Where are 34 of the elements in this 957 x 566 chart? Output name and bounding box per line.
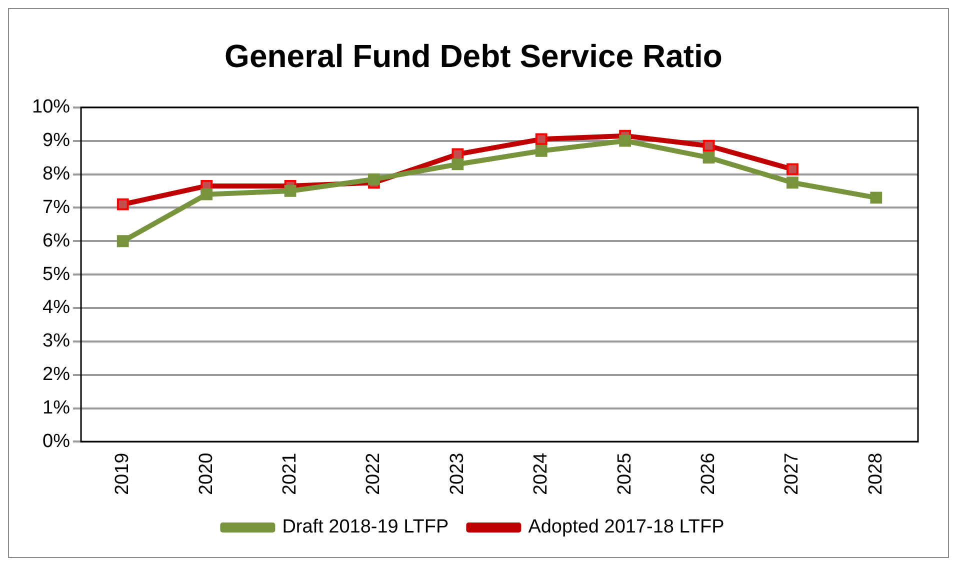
- x-tick-label: 2026: [698, 452, 719, 496]
- x-tick-label: 2020: [196, 452, 217, 496]
- y-tick-label: 6%: [42, 230, 70, 252]
- y-tick-label: 1%: [42, 398, 70, 419]
- x-tick-label: 2025: [614, 452, 636, 496]
- point: [284, 185, 296, 197]
- x-tick-label: 2027: [782, 452, 803, 496]
- x-tick-label: 2021: [280, 452, 301, 496]
- y-tick-label: 4%: [42, 297, 70, 318]
- point: [619, 134, 632, 147]
- point: [786, 176, 798, 189]
- point: [702, 152, 715, 164]
- y-tick-label: 9%: [42, 130, 70, 152]
- point: [452, 158, 464, 170]
- y-tick-label: 3%: [42, 330, 70, 352]
- y-tick-label: 2%: [42, 364, 70, 386]
- y-tick-label: 8%: [42, 164, 70, 184]
- y-tick-label: 5%: [42, 264, 70, 285]
- y-tick-label: 0%: [42, 430, 70, 452]
- legend-label: Adopted 2017-18 LTFP: [528, 516, 724, 538]
- point: [200, 188, 213, 200]
- point: [116, 235, 129, 248]
- x-tick-label: 2023: [446, 452, 468, 496]
- point: [368, 173, 380, 186]
- x-tick-label: 2028: [865, 452, 886, 496]
- chart-title: General Fund Debt Service Ratio: [224, 38, 722, 74]
- point: [870, 192, 882, 204]
- x-tick-label: 2022: [363, 452, 384, 496]
- y-tick-label: 7%: [42, 196, 70, 218]
- y-tick-label: 10%: [32, 96, 70, 118]
- x-tick-label: 2024: [530, 452, 552, 496]
- x-tick-label: 2019: [112, 452, 134, 496]
- legend-label: Draft 2018-19 LTFP: [282, 516, 449, 538]
- point: [535, 144, 548, 157]
